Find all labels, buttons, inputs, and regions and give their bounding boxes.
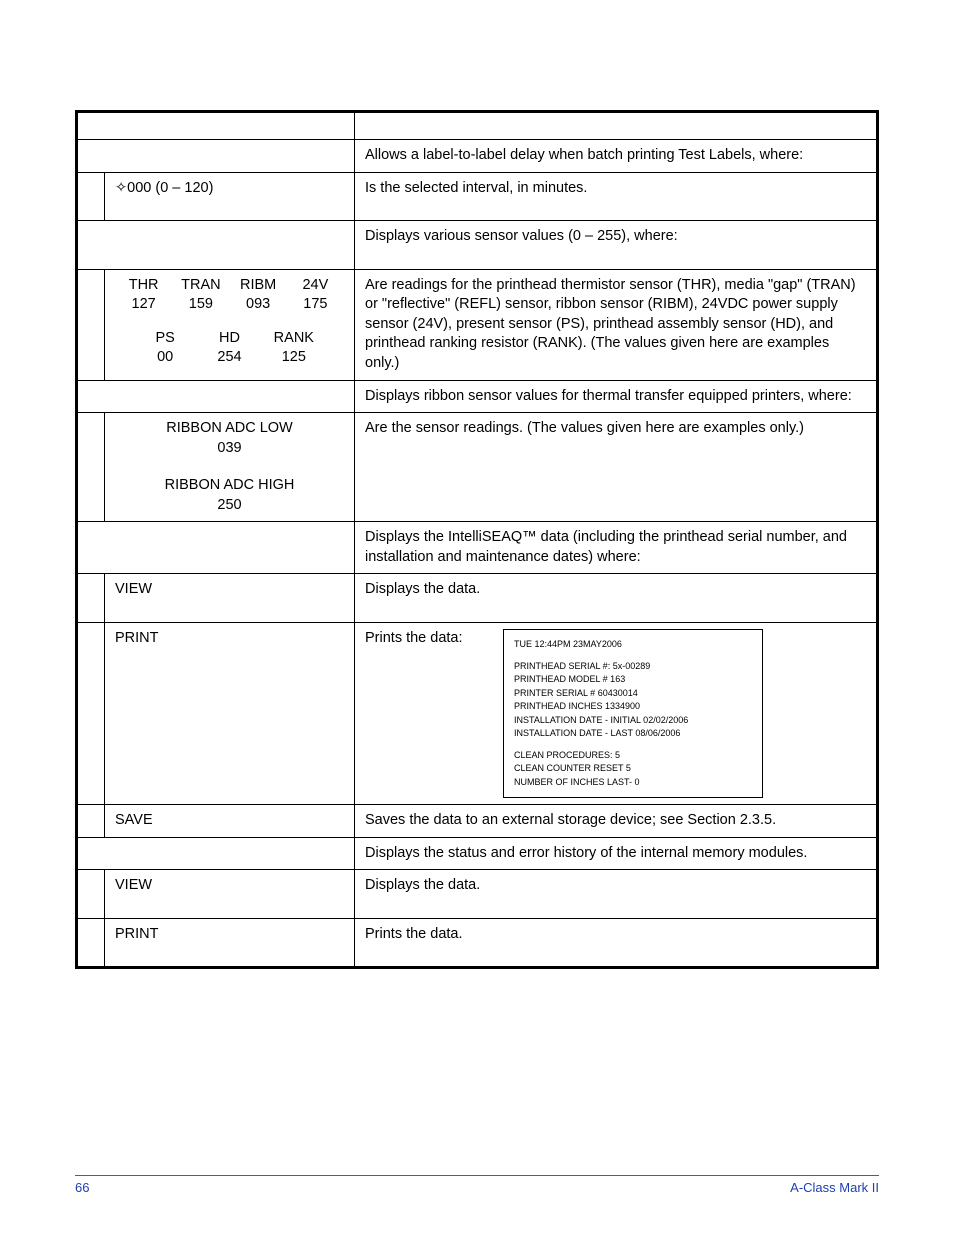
cell-indent xyxy=(77,269,105,380)
cell-indent xyxy=(77,172,105,221)
printout-line: INSTALLATION DATE - LAST 08/06/2006 xyxy=(514,727,752,741)
ribbon-label: RIBBON ADC HIGH xyxy=(115,476,344,496)
printout-line: TUE 12:44PM 23MAY2006 xyxy=(514,638,752,652)
printout-line: CLEAN COUNTER RESET 5 xyxy=(514,762,752,776)
cell-left: PRINT xyxy=(105,918,355,968)
cell-right: Prints the data. xyxy=(355,918,878,968)
sensor-header: 24V xyxy=(287,276,344,296)
page: Allows a label-to-label delay when batch… xyxy=(0,0,954,1235)
ribbon-value: 039 xyxy=(115,439,344,459)
sensor-header: TRAN xyxy=(172,276,229,296)
sensor-value: 127 xyxy=(115,295,172,315)
cell-right: Displays the data. xyxy=(355,870,878,919)
cell-right: Allows a label-to-label delay when batch… xyxy=(355,140,878,173)
cell-empty xyxy=(355,112,878,140)
sensor-header: THR xyxy=(115,276,172,296)
sensor-header: PS xyxy=(133,329,197,349)
cell-indent xyxy=(77,918,105,968)
sensor-readings-cell: THR TRAN RIBM 24V 127 159 093 175 PS HD … xyxy=(105,269,355,380)
printout-line: PRINTHEAD MODEL # 163 xyxy=(514,673,752,687)
ribbon-label: RIBBON ADC LOW xyxy=(115,419,344,439)
cell-right: Displays ribbon sensor values for therma… xyxy=(355,380,878,413)
cell-right: Saves the data to an external storage de… xyxy=(355,805,878,838)
sensor-value: 093 xyxy=(230,295,287,315)
cell-indent xyxy=(77,574,105,623)
ribbon-readings-cell: RIBBON ADC LOW 039 RIBBON ADC HIGH 250 xyxy=(105,413,355,522)
sensor-header: RIBM xyxy=(230,276,287,296)
cell-left xyxy=(77,380,355,413)
sensor-value: 175 xyxy=(287,295,344,315)
cell-left xyxy=(77,837,355,870)
cell-indent xyxy=(77,870,105,919)
cell-left xyxy=(77,140,355,173)
prints-label: Prints the data: xyxy=(365,629,495,649)
cell-right: Displays the data. xyxy=(355,574,878,623)
cell-left xyxy=(77,522,355,574)
cell-left: PRINT xyxy=(105,623,355,805)
cell-right: Displays various sensor values (0 – 255)… xyxy=(355,221,878,270)
cell-right: Displays the IntelliSEAQ™ data (includin… xyxy=(355,522,878,574)
sensor-header: RANK xyxy=(262,329,326,349)
printout-line: PRINTHEAD INCHES 1334900 xyxy=(514,700,752,714)
sensor-header: HD xyxy=(197,329,261,349)
printout-line: PRINTER SERIAL # 60430014 xyxy=(514,687,752,701)
cell-right: Prints the data: TUE 12:44PM 23MAY2006 P… xyxy=(355,623,878,805)
diagnostics-table: Allows a label-to-label delay when batch… xyxy=(75,110,879,969)
cell-right: Are readings for the printhead thermisto… xyxy=(355,269,878,380)
cell-left: VIEW xyxy=(105,870,355,919)
cell-indent xyxy=(77,805,105,838)
cell-indent xyxy=(77,623,105,805)
ribbon-value: 250 xyxy=(115,496,344,516)
doc-title: A-Class Mark II xyxy=(790,1180,879,1195)
printout-line: NUMBER OF INCHES LAST- 0 xyxy=(514,776,752,790)
printout-ticket: TUE 12:44PM 23MAY2006 PRINTHEAD SERIAL #… xyxy=(503,629,763,798)
page-footer: 66 A-Class Mark II xyxy=(75,1175,879,1195)
cell-indent xyxy=(77,413,105,522)
sensor-value: 159 xyxy=(172,295,229,315)
cell-left: VIEW xyxy=(105,574,355,623)
cell-right: Is the selected interval, in minutes. xyxy=(355,172,878,221)
sensor-value: 254 xyxy=(197,348,261,368)
cell-left: SAVE xyxy=(105,805,355,838)
sensor-value: 00 xyxy=(133,348,197,368)
sensor-value: 125 xyxy=(262,348,326,368)
cell-left xyxy=(77,221,355,270)
cell-left: ✧000 (0 – 120) xyxy=(105,172,355,221)
printout-line: CLEAN PROCEDURES: 5 xyxy=(514,749,752,763)
page-number: 66 xyxy=(75,1180,89,1195)
printout-line: INSTALLATION DATE - INITIAL 02/02/2006 xyxy=(514,714,752,728)
cell-right: Are the sensor readings. (The values giv… xyxy=(355,413,878,522)
cell-empty xyxy=(77,112,355,140)
printout-line: PRINTHEAD SERIAL #: 5x-00289 xyxy=(514,660,752,674)
cell-right: Displays the status and error history of… xyxy=(355,837,878,870)
